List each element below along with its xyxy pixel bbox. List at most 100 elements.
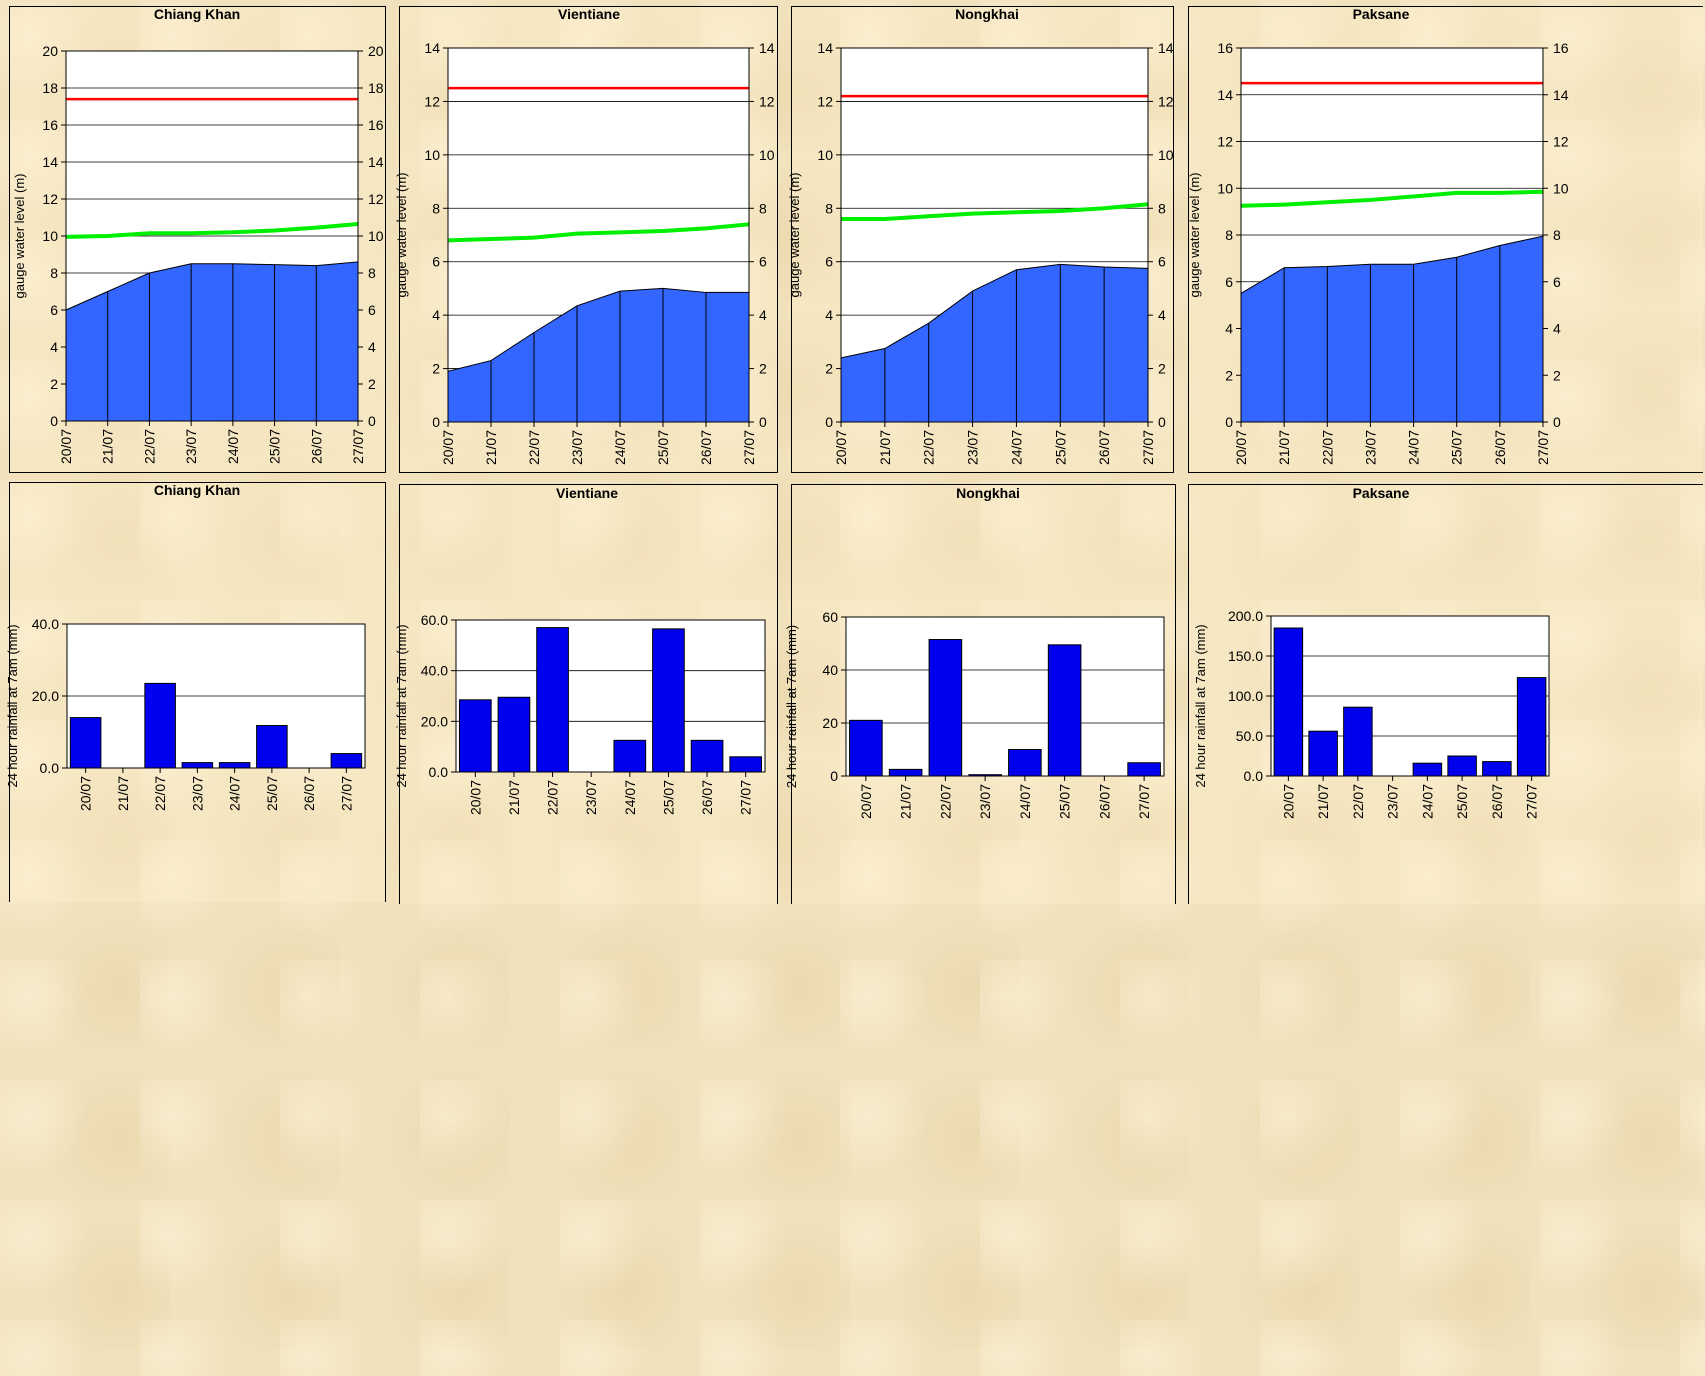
y-tick-label: 2 (825, 361, 833, 377)
y-tick-label-right: 2 (759, 361, 767, 377)
x-tick-label: 27/07 (1136, 784, 1152, 819)
y-tick-label-right: 0 (368, 413, 376, 429)
x-tick-label: 23/07 (189, 776, 205, 811)
y-tick-label-right: 12 (1553, 134, 1569, 150)
chart-panel-paksane-rainfall: Paksane 0.0 50.0 100.0 150.0 200.0 20/07 21/07 2… (1188, 484, 1703, 904)
y-axis-label: 24 hour rainfall at 7am (mm) (784, 625, 799, 788)
y-tick-label-right: 10 (1553, 180, 1569, 196)
rainfall-bar (1447, 755, 1477, 777)
chart-title: Chiang Khan (154, 6, 240, 22)
chart-svg: Nongkhai 0 0 2 2 4 4 6 6 8 8 10 10 12 12 14 14 20/07 21/07… (787, 6, 1174, 465)
x-tick-label: 22/07 (1350, 784, 1366, 819)
y-tick-label: 4 (825, 307, 833, 323)
y-tick-label: 100.0 (1228, 688, 1263, 704)
rainfall-bar (256, 725, 288, 769)
y-tick-label: 0.0 (1244, 768, 1264, 784)
rainfall-bar (536, 627, 569, 773)
y-tick-label-right: 12 (1158, 93, 1174, 109)
y-tick-label-right: 0 (1158, 414, 1166, 430)
chart-svg: Vientiane 0 0 2 2 4 4 6 6 8 8 10 10 12 12 14 14 20/07 21/0… (394, 6, 775, 465)
rainfall-bar (497, 696, 531, 773)
x-tick-label: 24/07 (1406, 430, 1422, 465)
x-tick-label: 20/07 (833, 430, 849, 465)
x-tick-label: 24/07 (227, 776, 243, 811)
y-tick-label: 12 (1217, 134, 1233, 150)
x-tick-label: 26/07 (698, 430, 714, 465)
y-tick-label: 4 (1225, 321, 1233, 337)
y-tick-label-right: 12 (368, 191, 384, 207)
y-tick-label: 10 (1217, 180, 1233, 196)
y-tick-label-right: 6 (1158, 254, 1166, 270)
rainfall-bar (849, 719, 883, 777)
y-tick-label-right: 4 (759, 307, 767, 323)
y-tick-label: 16 (42, 117, 58, 133)
x-tick-label: 21/07 (506, 780, 522, 815)
rainfall-bar (1273, 627, 1304, 777)
x-tick-label: 22/07 (937, 784, 953, 819)
x-tick-label: 24/07 (612, 430, 628, 465)
y-tick-label: 40 (822, 662, 838, 678)
x-tick-label: 25/07 (1057, 784, 1073, 819)
x-tick-label: 23/07 (1362, 430, 1378, 465)
x-tick-label: 21/07 (483, 430, 499, 465)
y-tick-label: 2 (432, 361, 440, 377)
x-tick-label: 26/07 (1096, 784, 1112, 819)
x-tick-label: 27/07 (338, 776, 354, 811)
x-tick-label: 23/07 (1385, 784, 1401, 819)
y-axis-label: gauge water level (m) (12, 174, 27, 299)
x-tick-label: 22/07 (152, 776, 168, 811)
y-tick-label: 0 (50, 413, 58, 429)
y-tick-label: 2 (50, 376, 58, 392)
rainfall-bar (928, 639, 963, 777)
y-tick-label: 6 (825, 254, 833, 270)
x-tick-label: 23/07 (183, 429, 199, 464)
y-tick-label: 10 (42, 228, 58, 244)
chart-title: Paksane (1353, 6, 1410, 22)
x-tick-label: 23/07 (977, 784, 993, 819)
y-tick-label: 8 (1225, 227, 1233, 243)
y-tick-label: 14 (42, 154, 58, 170)
rainfall-bar (458, 699, 492, 773)
y-tick-label-right: 4 (1553, 321, 1561, 337)
green-reference-line (65, 221, 359, 239)
x-tick-label: 26/07 (1489, 784, 1505, 819)
y-tick-label: 0 (825, 414, 833, 430)
x-tick-label: 27/07 (1535, 430, 1551, 465)
y-tick-label: 16 (1217, 40, 1233, 56)
y-tick-label: 200.0 (1228, 608, 1263, 624)
x-tick-label: 25/07 (1052, 430, 1068, 465)
y-tick-label: 14 (817, 40, 833, 56)
y-tick-label: 10 (817, 147, 833, 163)
x-tick-label: 27/07 (350, 429, 366, 464)
plot-border (840, 47, 1149, 423)
x-tick-label: 25/07 (1454, 784, 1470, 819)
x-tick-label: 24/07 (1008, 430, 1024, 465)
chart-svg: Chiang Khan 0.0 20.0 40.0 20/07 21/07 22/07 23/… (5, 482, 366, 811)
y-tick-label-right: 14 (759, 40, 775, 56)
rainfall-bar (1127, 762, 1161, 777)
y-tick-label: 150.0 (1228, 648, 1263, 664)
y-tick-label: 4 (432, 307, 440, 323)
y-tick-label: 50.0 (1236, 728, 1263, 744)
plot-border (66, 623, 366, 769)
y-tick-label-right: 14 (1553, 87, 1569, 103)
y-tick-label: 0.0 (40, 760, 60, 776)
y-tick-label: 14 (1217, 87, 1233, 103)
chart-title: Nongkhai (955, 6, 1019, 22)
y-axis-label: gauge water level (m) (787, 173, 802, 298)
x-tick-label: 22/07 (526, 430, 542, 465)
chart-svg: Paksane 0.0 50.0 100.0 150.0 200.0 20/07 21/07 2… (1193, 485, 1550, 819)
x-tick-label: 24/07 (225, 429, 241, 464)
y-tick-label-right: 4 (1158, 307, 1166, 323)
y-tick-label-right: 14 (1158, 40, 1174, 56)
y-tick-label: 0 (1225, 414, 1233, 430)
rainfall-bar (218, 762, 251, 769)
x-tick-label: 21/07 (115, 776, 131, 811)
y-tick-label: 0 (830, 768, 838, 784)
y-tick-label-right: 8 (1158, 200, 1166, 216)
y-tick-label-right: 6 (759, 254, 767, 270)
x-tick-label: 26/07 (1096, 430, 1112, 465)
chart-panel-vientiane-water-level: Vientiane 0 0 2 2 4 4 6 6 8 8 10 10 12 12 14 14 20/07 21/0… (394, 6, 778, 473)
y-tick-label-right: 16 (368, 117, 384, 133)
x-tick-label: 25/07 (660, 780, 676, 815)
